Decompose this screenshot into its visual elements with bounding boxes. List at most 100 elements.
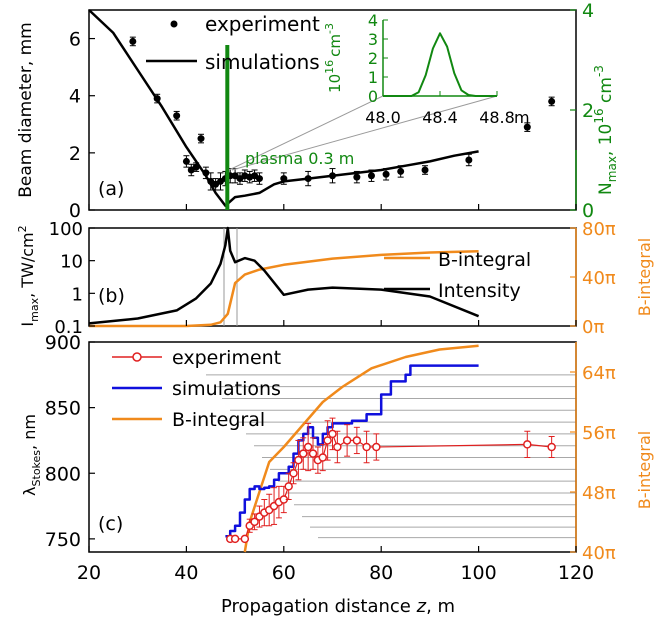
panel-a-x-ticks [88, 204, 577, 210]
inset-ylabel: 1016cm-3 [323, 23, 344, 93]
y2-tick-label: 40π [582, 268, 616, 289]
panel-b-y2label: B-integral [635, 238, 654, 316]
plasma-annotation: plasma 0.3 m [245, 149, 354, 168]
panel-c-label: (c) [98, 513, 123, 535]
x-tick-label: 120 [558, 562, 594, 584]
y-tick-label: 4 [69, 86, 81, 108]
panel-c-x-ticks: 20 40 60 80 100 120 [77, 546, 594, 584]
panel-c-b-integral-line [243, 344, 479, 553]
experiment-point [197, 135, 205, 143]
inset-x-tick-label: 48.4 [422, 108, 458, 127]
panel-c-y-ticks: 750 800 850 900 [45, 332, 95, 551]
experiment-point [308, 449, 318, 458]
experiment-point [250, 517, 259, 527]
panel-a-label: (a) [98, 178, 124, 200]
y-tick-label: 750 [45, 529, 81, 551]
y2-tick-label: 0 [582, 200, 594, 222]
inset-density-line [383, 32, 497, 97]
experiment-point [328, 429, 337, 439]
experiment-point [182, 157, 190, 165]
experiment-point [280, 175, 288, 183]
y-tick-label: 0.1 [54, 317, 83, 338]
inset-x-tick-label: 48.8 [479, 108, 515, 127]
experiment-point [304, 175, 312, 183]
experiment-point [548, 97, 556, 105]
experiment-point [294, 455, 303, 465]
experiment-point [352, 436, 362, 445]
experiment-point [367, 172, 375, 180]
legend-experiment-label: experiment [205, 12, 320, 36]
panel-a-y2-ticks: 0 2 4 [570, 0, 594, 222]
inset-x-unit: m [514, 108, 530, 127]
experiment-point [523, 440, 532, 449]
panel-c: 750 800 850 900 40π 48π 56π 64π 20 40 60 80 100 120… [20, 332, 654, 617]
y2-tick-label: 80π [582, 219, 616, 240]
inset-y-tick-label: 4 [368, 11, 378, 30]
legend-c-simulations-label: simulations [172, 378, 281, 400]
panel-b-intensity-line [88, 226, 480, 325]
y-tick-label: 10 [60, 252, 83, 273]
y2-tick-label: 56π [582, 423, 616, 444]
panel-c-y2-ticks: 40π 48π 56π 64π [570, 363, 616, 564]
legend-c-experiment-marker [132, 352, 142, 362]
panel-c-y2label: B-integral [635, 431, 654, 509]
experiment-point [333, 442, 342, 452]
y2-tick-label: 40π [582, 543, 616, 564]
panel-b-x-ticks [88, 320, 577, 326]
panel-b-y-ticks: 0.1 1 10 100 [49, 219, 95, 338]
y-tick-label: 850 [45, 398, 81, 420]
inset-density-curve [383, 32, 497, 97]
inset-y-tick-label: 0 [368, 87, 378, 106]
x-tick-label: 60 [272, 562, 296, 584]
panel-a-simulations-line [88, 9, 479, 207]
inset-x-ticks: 48.0 48.4 48.8 [365, 91, 515, 127]
experiment-point [240, 534, 250, 544]
panel-c-experiment-points [225, 417, 556, 544]
panel-b-b-integral-line [89, 250, 479, 328]
experiment-point [289, 469, 298, 478]
panel-b-y2-ticks: 0π 40π 80π [570, 219, 616, 338]
panel-a: 0 2 4 6 0 2 4 experiment simulations plasma 0… [16, 0, 619, 222]
experiment-point [362, 442, 371, 452]
experiment-point [465, 156, 473, 164]
y-tick-label: 1 [72, 284, 83, 305]
experiment-point [372, 442, 381, 452]
experiment-point [547, 442, 556, 452]
x-tick-label: 100 [460, 562, 496, 584]
legend-intensity-label: Intensity [438, 280, 521, 302]
legend-experiment-marker [170, 20, 178, 28]
legend-simulations-label: simulations [205, 50, 320, 74]
plasma-bar [225, 45, 230, 210]
experiment-point [230, 534, 240, 544]
experiment-point [382, 170, 390, 178]
experiment-point [523, 123, 531, 131]
inset-y-tick-label: 2 [368, 49, 378, 68]
inset-zoom-line-left [228, 95, 384, 171]
inset-x-tick-label: 48.0 [365, 108, 401, 127]
x-tick-label: 20 [77, 562, 101, 584]
experiment-point [299, 449, 308, 458]
panel-b-label: (b) [98, 285, 125, 307]
experiment-point [421, 166, 429, 174]
experiment-point [129, 37, 137, 45]
legend-b-integral-label: B-integral [438, 249, 531, 271]
x-axis-label: Propagation distance z, m [221, 596, 455, 617]
panel-b-frame [88, 227, 577, 327]
y-tick-label: 800 [45, 463, 81, 485]
panel-c-ylabel: λStokes, nm [20, 414, 43, 496]
y2-tick-label: 0π [582, 317, 604, 338]
x-tick-label: 80 [369, 562, 393, 584]
experiment-point [255, 175, 263, 183]
experiment-point [284, 482, 293, 491]
panel-a-ylabel: Beam diameter, mm [16, 22, 36, 198]
y2-tick-label: 4 [582, 0, 594, 22]
experiment-point [303, 442, 313, 452]
y-tick-label: 100 [49, 219, 83, 240]
experiment-point [153, 95, 161, 103]
y-tick-label: 900 [45, 332, 81, 354]
experiment-point [397, 167, 405, 175]
